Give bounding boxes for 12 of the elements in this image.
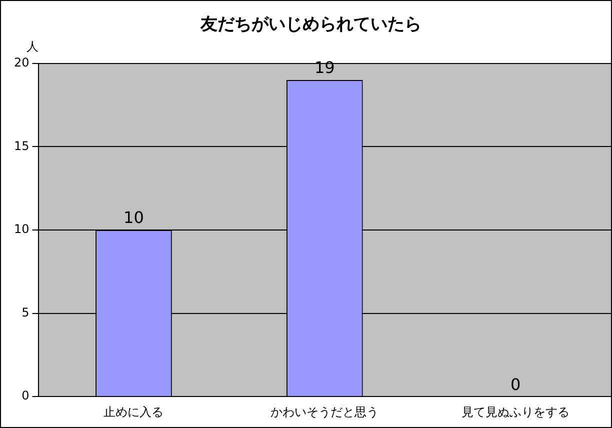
x-tick-label: 止めに入る — [104, 404, 164, 419]
data-label: 10 — [124, 208, 144, 228]
y-tick-label: 20 — [14, 56, 30, 70]
y-tick-label: 10 — [14, 222, 30, 236]
y-tick-label: 5 — [22, 305, 30, 320]
y-tick-label: 0 — [22, 388, 30, 403]
chart-title: 友だちがいじめられていたら — [200, 14, 422, 35]
x-tick-label: かわいそうだと思う — [270, 404, 379, 419]
x-tick-label: 見て見ぬふりをする — [462, 404, 570, 419]
data-label: 0 — [510, 374, 521, 394]
y-tick-label: 15 — [14, 138, 30, 153]
y-axis-title: 人 — [26, 40, 38, 54]
